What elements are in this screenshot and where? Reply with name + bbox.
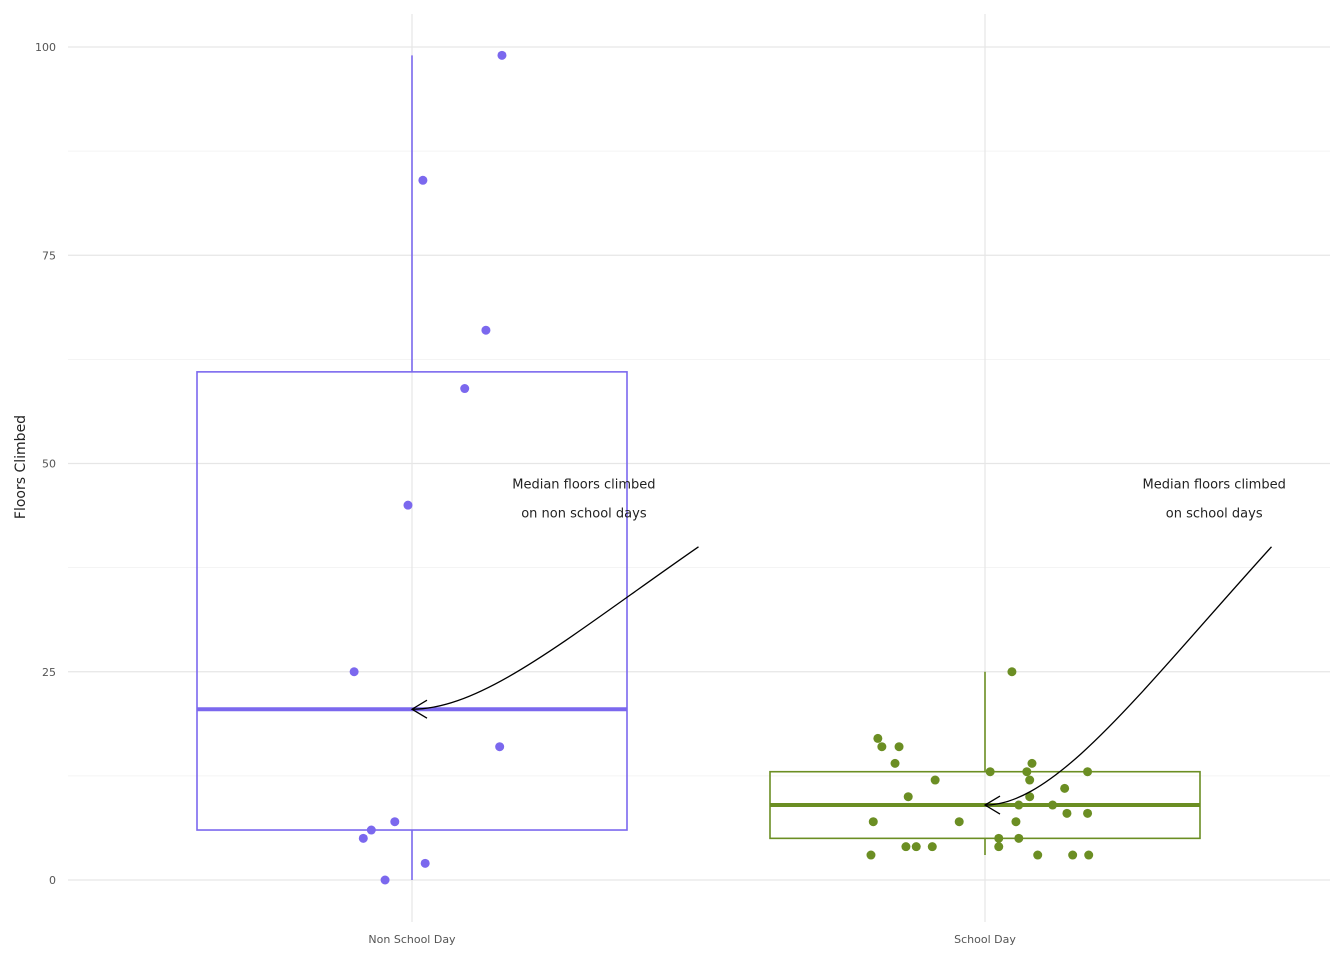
annotation-arrow [411,546,699,710]
grid-lines [68,14,1330,922]
y-tick-label: 25 [42,666,56,679]
y-tick-label: 100 [35,41,56,54]
jitter-points [349,50,1094,885]
data-point [1060,783,1070,793]
x-tick-label: Non School Day [368,933,456,946]
annotation-text: Median floors climbed on non school days [512,478,655,522]
data-point [877,742,887,752]
annotations: Median floors climbed on non school daysM… [410,478,1286,815]
annotation-line: on school days [1166,507,1263,522]
annotation-line: Median floors climbed [512,478,655,493]
data-point [1007,667,1017,677]
data-point [1014,800,1024,810]
data-point [901,842,911,852]
data-point [866,850,876,860]
data-point [903,792,913,802]
data-point [495,742,505,752]
data-point [403,500,413,510]
boxes [196,55,1201,880]
data-point [1062,808,1072,818]
y-tick-label: 0 [49,874,56,887]
data-point [927,842,937,852]
data-point [1014,833,1024,843]
data-point [994,833,1004,843]
data-point [1027,758,1037,768]
data-point [1048,800,1058,810]
data-point [930,775,940,785]
data-point [358,833,368,843]
data-point [1011,817,1021,827]
data-point [1022,767,1032,777]
data-point [418,175,428,185]
y-axis-ticks: 0 25 50 75 100 [35,41,56,887]
data-point [1083,767,1093,777]
y-axis-title: Floors Climbed [13,415,29,519]
annotation-text: Median floors climbed on school days [1143,478,1286,522]
annotation-line: Median floors climbed [1143,478,1286,493]
data-point [1033,850,1043,860]
data-point [1068,850,1078,860]
data-point [366,825,376,835]
data-point [994,842,1004,852]
data-point [460,384,470,394]
data-point [497,50,507,60]
x-axis-ticks: Non School Day School Day [368,933,1016,946]
data-point [481,325,491,335]
data-point [890,758,900,768]
annotation-arrowhead [410,699,428,719]
annotation-line: on non school days [521,507,647,522]
data-point [390,817,400,827]
data-point [873,733,883,743]
y-tick-label: 75 [42,249,56,262]
data-point [911,842,921,852]
data-point [985,767,995,777]
data-point [954,817,964,827]
data-point [894,742,904,752]
data-point [1083,808,1093,818]
annotation-arrow [984,546,1272,806]
data-point [349,667,359,677]
data-point [380,875,390,885]
box-iqr [196,371,628,831]
data-point [420,858,430,868]
x-tick-label: School Day [954,933,1016,946]
y-tick-label: 50 [42,458,56,471]
data-point [1025,775,1035,785]
annotation-arrowhead [983,795,1001,815]
data-point [1084,850,1094,860]
data-point [868,817,878,827]
data-point [1025,792,1035,802]
